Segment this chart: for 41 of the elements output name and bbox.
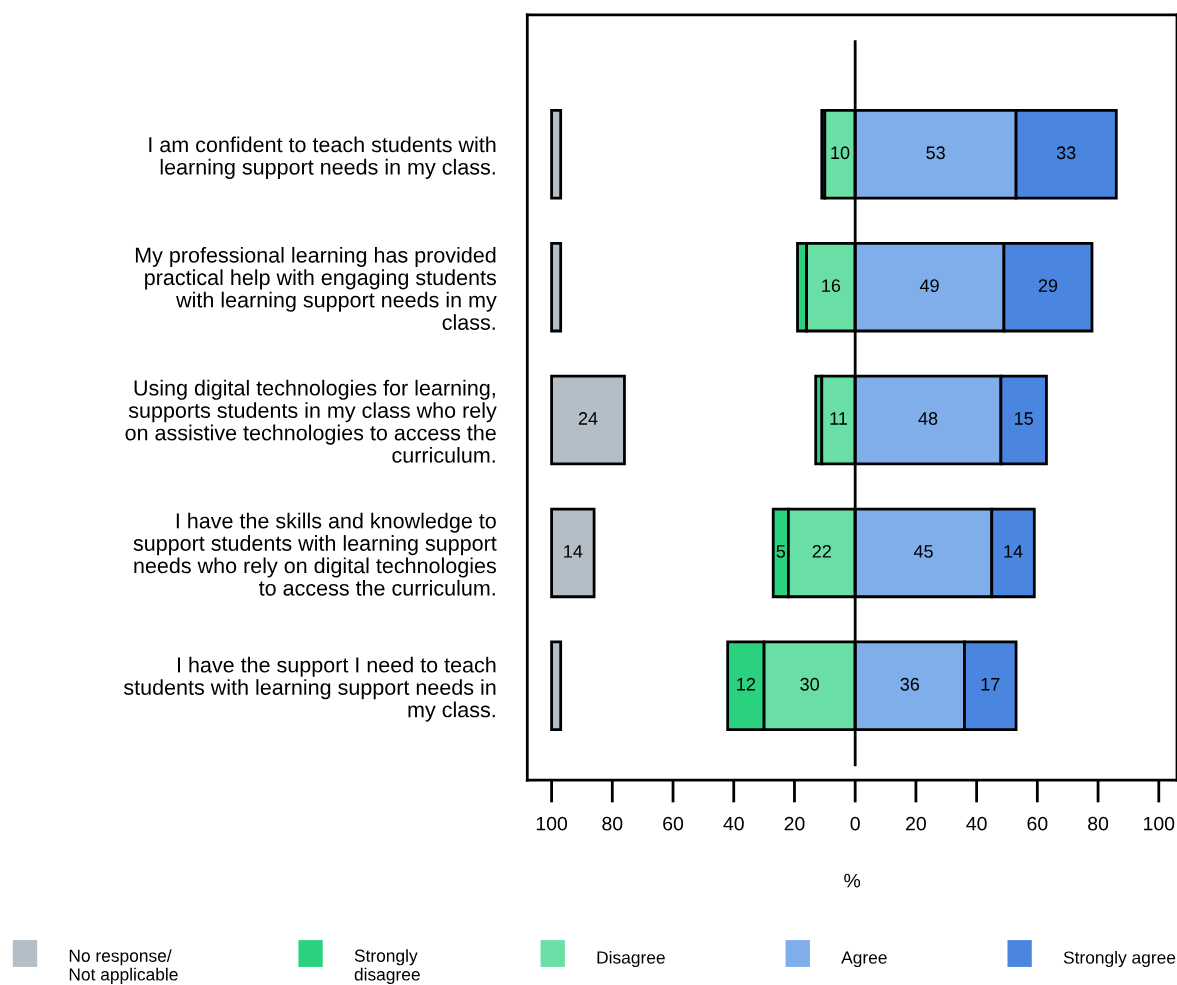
x-tick-label: 40 [723,816,744,831]
y-tick-label: I have the skills and knowledge to support students with learning support needs who rely on digital technologies to access the curriculum. [133,512,497,596]
x-tick-label: 40 [966,816,987,831]
data-label: 14 [1004,545,1023,558]
legend-label: No response/ Not applicable [69,949,178,985]
data-label: 16 [822,279,841,293]
legend-label: Disagree [597,950,665,968]
y-tick-label: Using digital technologies for learning, supports students in my class who rely on assistive technologies to access the curriculum. [125,379,497,463]
data-label: 49 [919,279,939,293]
x-tick-label: 20 [906,816,926,831]
data-label: 36 [900,677,920,691]
x-tick-label: 60 [1027,816,1048,831]
data-label: 15 [1015,412,1033,425]
data-label: 48 [918,412,938,425]
legend-label: Strongly disagree [354,949,420,985]
x-tick-label: 60 [663,816,684,831]
y-tick-label: I am confident to teach students with learning support needs in my class. [149,136,496,179]
data-label: 12 [737,677,756,691]
x-tick-label: 20 [784,816,805,831]
data-label: 17 [981,678,1000,691]
data-label: 30 [800,677,819,691]
x-tick-label: 80 [602,816,623,831]
data-label: 24 [578,412,598,425]
data-label: 10 [831,146,850,160]
x-tick-label: 100 [1144,816,1175,831]
y-tick-label: My professional learning has provided practical help with engaging students with learning support needs in my class. [135,246,497,330]
data-label: 22 [812,544,831,558]
y-tick-label: I have the support I need to teach students with learning support needs in my class. [123,656,496,722]
legend-label: Agree [841,951,887,968]
data-label: 53 [926,146,945,160]
x-tick-label: 0 [850,816,860,831]
data-label: 5 [776,545,786,558]
data-label: 11 [830,412,847,425]
data-label: 45 [913,545,933,558]
x-tick-label: 100 [536,816,568,831]
legend-label: Strongly agree [1063,950,1176,968]
data-label: 33 [1056,146,1076,160]
data-label: 29 [1038,279,1058,293]
x-tick-label: 80 [1088,816,1109,831]
data-label: 14 [564,545,583,558]
x-axis-title: % [844,873,861,888]
